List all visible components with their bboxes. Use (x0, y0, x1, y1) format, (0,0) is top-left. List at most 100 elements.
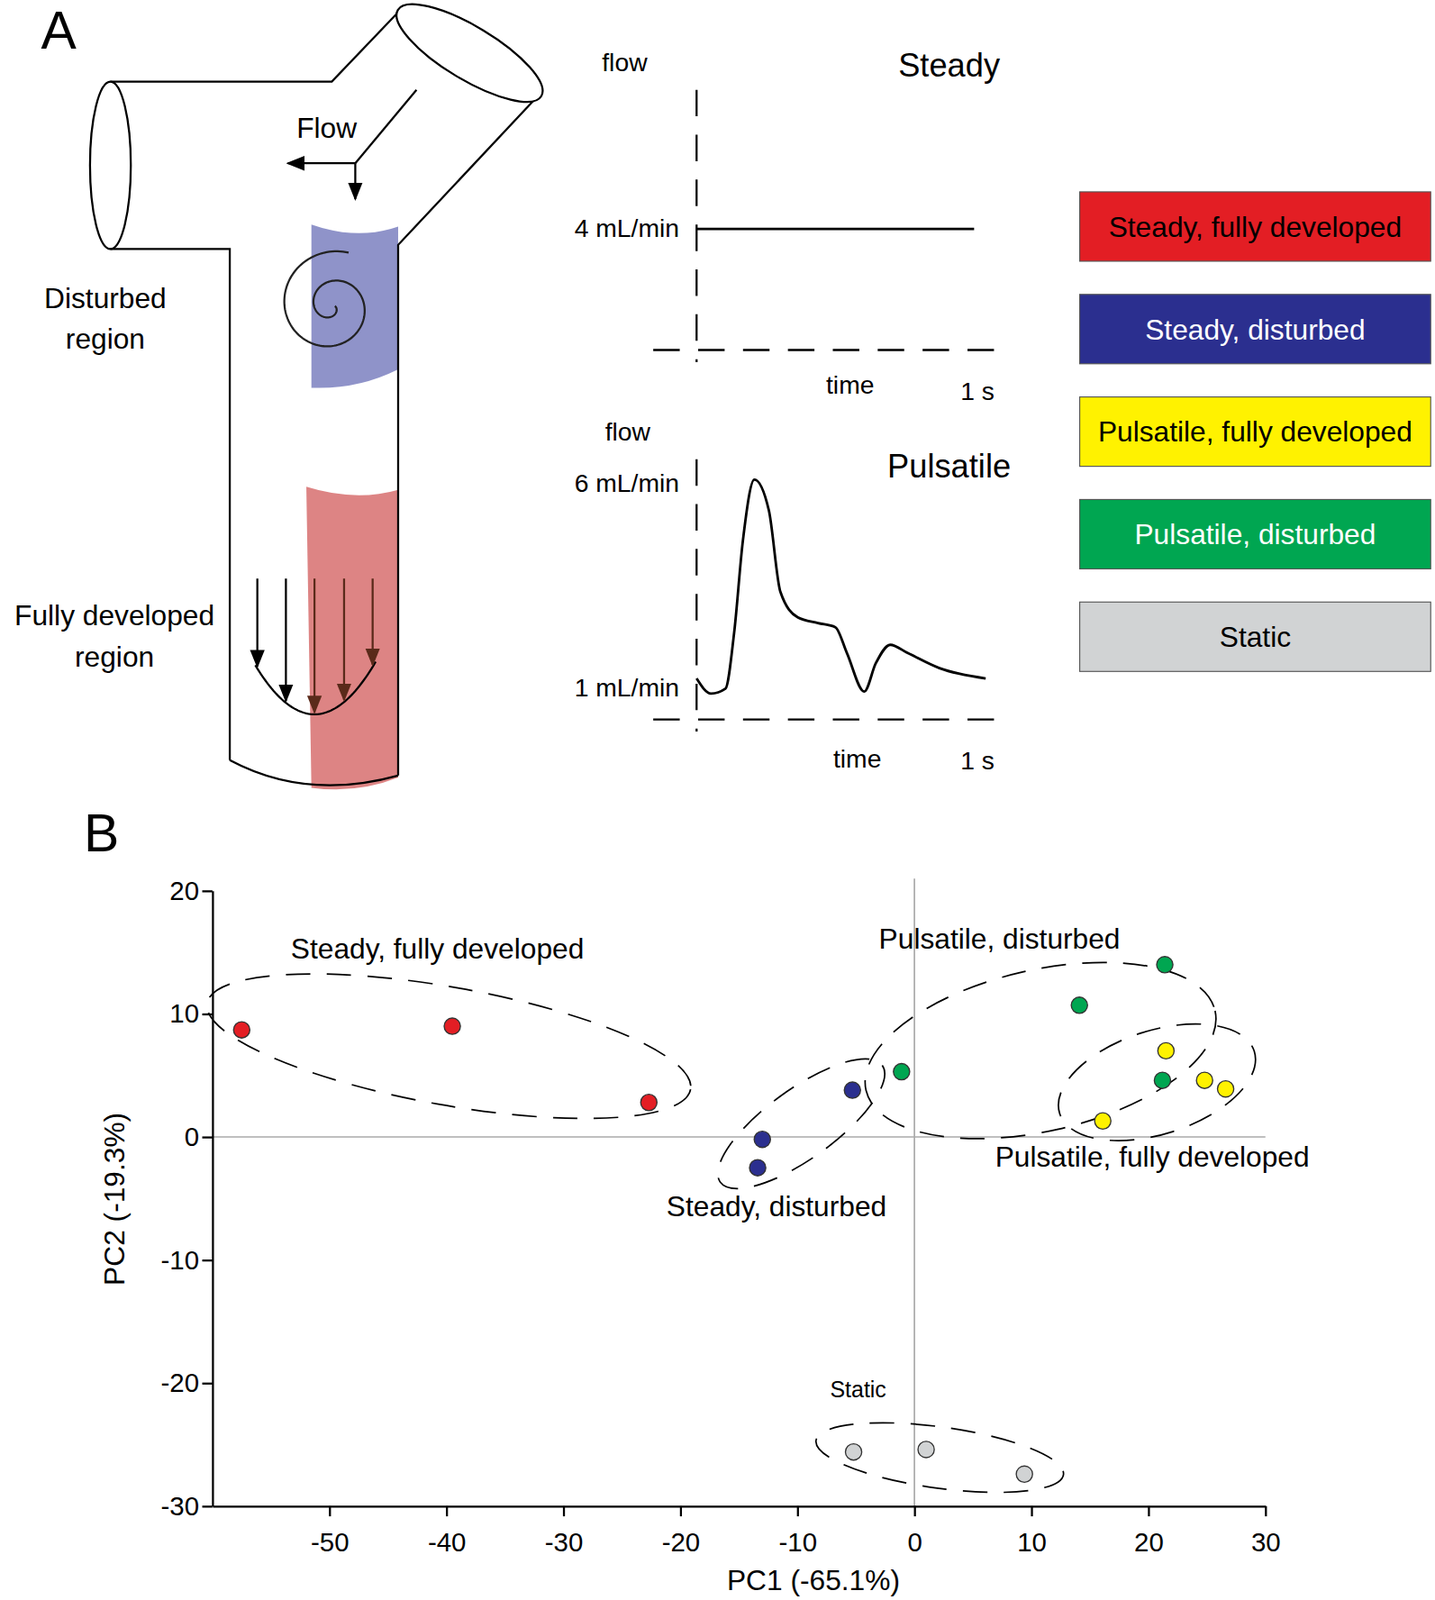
x-tick: 10 (1017, 1506, 1047, 1557)
x-tick-label: 0 (907, 1526, 922, 1557)
y-tick: 0 (184, 1121, 213, 1152)
x-tick: -40 (427, 1506, 467, 1557)
right-opening (383, 0, 555, 119)
x-tick-label: 1 s (960, 745, 995, 775)
region-label: Fully developed region (14, 599, 215, 673)
y-tick-label: 10 (169, 998, 200, 1028)
velocity-arrow (313, 578, 316, 712)
group-label: Steady, fully developed (290, 932, 584, 965)
y-tick-mark (202, 1505, 213, 1508)
velocity-arrow (284, 578, 287, 701)
data-point (1217, 1080, 1235, 1098)
x-tick-label: -10 (779, 1526, 818, 1557)
y-tick-mark (202, 1013, 213, 1016)
x-axis-title: time (833, 744, 881, 773)
x-tick-label: 1 s (960, 376, 995, 406)
flow-arrow (288, 162, 356, 164)
legend: Steady, fully developed Steady, disturbed… (1080, 191, 1432, 672)
y-tick: 20 (169, 875, 212, 906)
x-tick-label: -30 (544, 1526, 584, 1557)
y-axis: -30 -20 -10 0 10 20 (161, 875, 214, 1521)
x-tick-mark (328, 1506, 331, 1517)
x-tick: -30 (544, 1506, 584, 1557)
region-label-line: Fully developed (14, 599, 215, 632)
reference-line (913, 878, 916, 1507)
x-tick: 30 (1251, 1506, 1281, 1557)
y-tick-label: -30 (161, 1490, 200, 1521)
tube-wall (398, 95, 538, 775)
tube-bottom (229, 760, 399, 786)
velocity-arrow (256, 578, 259, 667)
x-tick-mark (914, 1506, 917, 1517)
x-axis-line (653, 348, 1000, 351)
left-opening (90, 81, 131, 250)
group-ellipse (699, 1036, 903, 1210)
tube-outline (90, 0, 555, 786)
y-tick-label: 6 mL/min (574, 468, 680, 498)
legend-swatch (1080, 191, 1432, 262)
flow-label: Flow (296, 111, 357, 145)
chart-title: Steady (898, 46, 1001, 84)
group-ellipse (1044, 1001, 1271, 1163)
flow-waveform-chart: 4 mL/min 1 s flow time Steady (574, 46, 1001, 406)
group-ellipse (811, 1409, 1068, 1505)
x-axis-line (212, 1505, 1266, 1508)
x-tick-mark (445, 1506, 448, 1517)
y-tick-label: 20 (169, 875, 200, 906)
y-tick: -20 (161, 1367, 213, 1398)
legend-label: Pulsatile, fully developed (1098, 415, 1413, 448)
y-tick: 10 (169, 998, 212, 1028)
data-point (444, 1017, 461, 1035)
x-tick-label: -20 (662, 1526, 701, 1557)
group-ellipse (196, 944, 701, 1148)
vortex-spiral (284, 251, 365, 346)
x-tick-label: -50 (310, 1526, 350, 1557)
data-point (917, 1441, 935, 1458)
y-tick: -30 (161, 1490, 213, 1521)
plot-area (696, 479, 986, 693)
y-tick-label: 4 mL/min (574, 213, 680, 243)
x-tick-label: 20 (1134, 1526, 1164, 1557)
region-label: Disturbedregion (44, 281, 167, 355)
y-axis-line (211, 890, 214, 1507)
figure: ABFlowDisturbedregionFully developedregi… (0, 0, 1435, 1600)
x-axis-line (653, 717, 1000, 720)
group-label: Pulsatile, disturbed (879, 922, 1121, 955)
data-point (1016, 1465, 1033, 1482)
y-axis-title: flow (601, 47, 648, 77)
flow-line (696, 227, 974, 231)
y-tick-label: 1 mL/min (574, 672, 680, 702)
flow-arrows (288, 90, 418, 200)
x-tick: 20 (1134, 1506, 1164, 1557)
region-label-line: region (65, 322, 146, 355)
data-point (1094, 1112, 1111, 1129)
panel-label: B (83, 803, 119, 863)
velocity-arrow (343, 578, 346, 700)
x-axis-title: time (826, 370, 874, 400)
legend-swatch (1080, 397, 1432, 467)
x-tick-mark (1030, 1506, 1033, 1517)
x-tick-mark (563, 1506, 565, 1517)
data-point (845, 1444, 863, 1461)
y-axis-title: PC2 (-19.3%) (98, 1112, 131, 1286)
flow-arrow (354, 163, 356, 200)
x-tick: -50 (310, 1506, 350, 1557)
y-tick-label: -10 (161, 1244, 200, 1275)
x-tick-label: 10 (1017, 1526, 1047, 1557)
y-axis-line (695, 459, 698, 732)
region-label-line: region (74, 640, 155, 673)
x-axis-title: PC1 (-65.1%) (726, 1563, 900, 1597)
fully-developed-region-patch (306, 486, 399, 790)
legend-label: Steady, disturbed (1144, 313, 1365, 346)
legend-swatch (1080, 601, 1432, 672)
tube-wall (110, 9, 401, 82)
data-point (233, 1021, 250, 1038)
chart-title: Pulsatile (887, 447, 1011, 485)
x-tick-mark (797, 1506, 800, 1517)
legend-label: Pulsatile, disturbed (1134, 517, 1376, 551)
legend-label: Steady, fully developed (1108, 210, 1402, 244)
bifurcation-diagram: Flow Disturbedregion Fully developed region (14, 0, 555, 790)
legend-swatch (1080, 294, 1432, 364)
x-tick-label: 30 (1251, 1526, 1281, 1557)
y-tick-mark (202, 890, 213, 892)
